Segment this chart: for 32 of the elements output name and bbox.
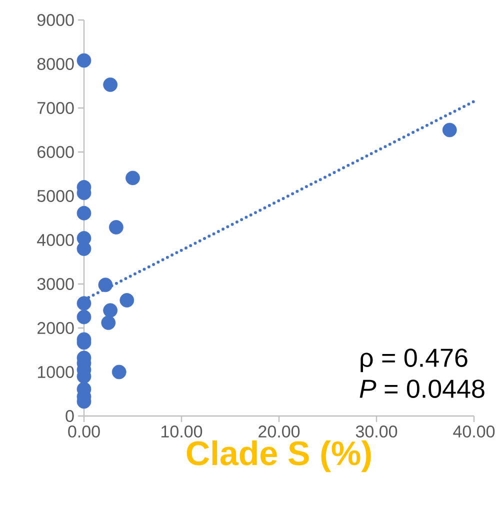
point — [112, 364, 126, 380]
y-tick-label: 8000 — [37, 58, 74, 70]
y-tick-label: 3000 — [37, 278, 74, 290]
y-tick-label: 7000 — [38, 102, 74, 114]
y-tick-label: 0 — [66, 410, 74, 422]
point — [98, 278, 113, 292]
annotation: ρ = 0.476 — [360, 348, 468, 372]
point — [108, 220, 124, 234]
y-tick-label: 9000 — [37, 14, 74, 26]
point — [76, 242, 92, 256]
x-tick-label: 20.00 — [258, 426, 300, 438]
y-tick-label: 2000 — [38, 322, 74, 334]
point — [101, 316, 116, 330]
point — [103, 303, 118, 318]
point — [76, 310, 92, 324]
x-tick-label: 40.00 — [453, 426, 495, 438]
x-tick-label: 10.00 — [162, 426, 202, 438]
y-tick-label: 1000 — [38, 366, 74, 378]
x-axis-title: Clade S (%) — [186, 440, 371, 472]
point — [76, 296, 92, 311]
point — [120, 293, 134, 308]
point — [76, 53, 92, 68]
y-tick-label: 5000 — [37, 190, 74, 202]
annotation: P = 0.0448 — [360, 380, 484, 398]
x-tick-label: 0.00 — [68, 426, 100, 438]
y-tick-label: 4000 — [37, 234, 74, 246]
point — [76, 206, 92, 220]
point — [442, 122, 457, 138]
y-tick-label: 6000 — [38, 146, 74, 158]
point — [103, 77, 118, 92]
x-tick-label: 30.00 — [356, 426, 398, 438]
point — [126, 170, 140, 186]
